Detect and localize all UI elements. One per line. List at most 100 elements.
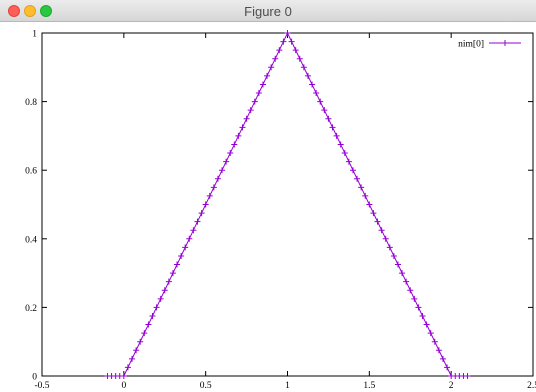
data-point bbox=[145, 321, 152, 328]
data-point bbox=[419, 312, 426, 319]
window-title: Figure 0 bbox=[244, 4, 292, 19]
data-point bbox=[210, 184, 217, 191]
data-point bbox=[309, 81, 316, 88]
y-tick-label: 0.6 bbox=[25, 167, 37, 177]
data-point bbox=[214, 175, 221, 182]
legend-label: nim[0] bbox=[458, 40, 484, 50]
data-point bbox=[272, 55, 279, 62]
maximize-button[interactable] bbox=[40, 5, 52, 17]
data-point bbox=[296, 55, 303, 62]
data-point bbox=[223, 158, 230, 165]
x-tick-label: 0.5 bbox=[200, 381, 212, 391]
data-point bbox=[182, 244, 189, 251]
data-point bbox=[300, 64, 307, 71]
data-point bbox=[255, 90, 262, 97]
y-tick-label: 0.2 bbox=[25, 304, 37, 314]
chart: 00.20.40.60.81-0.500.511.522.5nim[0] bbox=[25, 30, 536, 392]
x-tick-label: 0 bbox=[121, 381, 126, 391]
data-point bbox=[133, 347, 140, 354]
data-point bbox=[431, 338, 438, 345]
close-button[interactable] bbox=[8, 5, 20, 17]
data-point bbox=[382, 235, 389, 242]
data-point bbox=[276, 47, 283, 54]
data-point bbox=[411, 295, 418, 302]
minimize-button[interactable] bbox=[24, 5, 36, 17]
data-point bbox=[333, 132, 340, 139]
data-point bbox=[292, 47, 299, 54]
data-point bbox=[129, 355, 136, 362]
data-point bbox=[259, 81, 266, 88]
data-point bbox=[370, 210, 377, 217]
plot-frame bbox=[41, 32, 534, 377]
x-tick-label: 2 bbox=[449, 381, 454, 391]
data-point bbox=[268, 64, 275, 71]
data-point bbox=[374, 218, 381, 225]
data-point bbox=[444, 364, 451, 371]
data-point bbox=[341, 150, 348, 157]
data-point bbox=[165, 278, 172, 285]
data-point bbox=[198, 210, 205, 217]
data-point bbox=[399, 270, 406, 277]
legend-marker bbox=[502, 40, 508, 46]
data-point bbox=[120, 373, 127, 379]
data-point bbox=[358, 184, 365, 191]
y-tick-label: 1 bbox=[32, 30, 37, 40]
data-point bbox=[264, 72, 271, 79]
y-tick-label: 0.4 bbox=[25, 235, 37, 245]
data-point bbox=[423, 321, 430, 328]
x-tick-label: 1.5 bbox=[363, 381, 375, 391]
data-point bbox=[243, 115, 250, 122]
data-point bbox=[464, 373, 471, 379]
data-point bbox=[394, 261, 401, 268]
data-point bbox=[321, 107, 328, 114]
x-tick-label: 2.5 bbox=[527, 381, 536, 391]
title-bar[interactable]: Figure 0 bbox=[0, 0, 536, 22]
data-point bbox=[439, 355, 446, 362]
data-point bbox=[337, 141, 344, 148]
data-point bbox=[174, 261, 181, 268]
data-point bbox=[329, 124, 336, 131]
data-point bbox=[157, 295, 164, 302]
data-point bbox=[362, 192, 369, 199]
data-point bbox=[239, 124, 246, 131]
series-line bbox=[107, 31, 468, 377]
data-point bbox=[219, 167, 226, 174]
data-point bbox=[415, 304, 422, 311]
data-point bbox=[366, 201, 373, 208]
data-point bbox=[354, 175, 361, 182]
data-point bbox=[124, 364, 131, 371]
data-point bbox=[313, 90, 320, 97]
data-point bbox=[161, 287, 168, 294]
data-point bbox=[153, 304, 160, 311]
data-point bbox=[284, 30, 291, 36]
data-point bbox=[194, 218, 201, 225]
data-point bbox=[137, 338, 144, 345]
x-tick-label: 1 bbox=[285, 381, 290, 391]
data-point bbox=[345, 158, 352, 165]
data-point bbox=[231, 141, 238, 148]
data-point bbox=[141, 330, 148, 337]
data-point bbox=[403, 278, 410, 285]
data-point bbox=[435, 347, 442, 354]
data-point bbox=[202, 201, 209, 208]
data-point bbox=[349, 167, 356, 174]
data-point bbox=[288, 38, 295, 45]
data-point bbox=[427, 330, 434, 337]
data-point bbox=[149, 312, 156, 319]
data-point bbox=[235, 132, 242, 139]
data-point bbox=[378, 227, 385, 234]
data-point bbox=[386, 244, 393, 251]
y-tick-label: 0.8 bbox=[25, 98, 37, 108]
data-point bbox=[407, 287, 414, 294]
data-point bbox=[169, 270, 176, 277]
data-point bbox=[247, 107, 254, 114]
data-point bbox=[227, 150, 234, 157]
data-point bbox=[178, 252, 185, 259]
data-point bbox=[325, 115, 332, 122]
data-point bbox=[186, 235, 193, 242]
data-point bbox=[251, 98, 258, 105]
y-tick-label: 0 bbox=[32, 373, 37, 383]
data-point bbox=[280, 38, 287, 45]
data-point bbox=[304, 72, 311, 79]
